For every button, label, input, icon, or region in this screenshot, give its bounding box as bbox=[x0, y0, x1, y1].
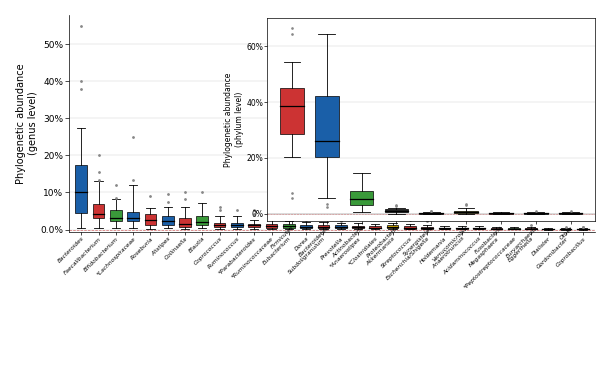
Bar bbox=[266, 224, 278, 228]
Bar bbox=[421, 227, 433, 229]
Bar bbox=[231, 223, 243, 227]
Bar bbox=[524, 213, 548, 214]
Bar bbox=[162, 216, 174, 225]
Bar bbox=[179, 218, 191, 227]
Y-axis label: Phylogenetic abundance
(phylum level): Phylogenetic abundance (phylum level) bbox=[224, 72, 243, 167]
Bar bbox=[490, 228, 502, 229]
Bar bbox=[317, 225, 329, 228]
Bar bbox=[315, 96, 338, 157]
Bar bbox=[419, 213, 443, 214]
Bar bbox=[473, 228, 485, 229]
Bar bbox=[75, 165, 87, 213]
Bar bbox=[110, 210, 121, 222]
Bar bbox=[280, 88, 304, 134]
Bar bbox=[559, 213, 582, 214]
Bar bbox=[404, 226, 416, 229]
Bar bbox=[214, 223, 225, 227]
Bar bbox=[385, 210, 408, 212]
Bar bbox=[127, 212, 139, 222]
Bar bbox=[248, 224, 260, 227]
Y-axis label: Phylogenetic abundance
(genus level): Phylogenetic abundance (genus level) bbox=[16, 63, 38, 184]
Bar bbox=[283, 224, 294, 228]
Bar bbox=[525, 228, 537, 229]
Bar bbox=[93, 204, 105, 218]
Bar bbox=[456, 228, 468, 229]
Bar bbox=[335, 226, 347, 228]
Bar bbox=[350, 191, 373, 205]
Bar bbox=[300, 225, 312, 228]
Bar bbox=[577, 229, 589, 230]
Bar bbox=[439, 228, 450, 229]
Bar bbox=[508, 228, 520, 229]
Bar bbox=[197, 216, 208, 226]
Bar bbox=[386, 226, 398, 228]
Bar bbox=[489, 213, 513, 214]
Bar bbox=[370, 226, 381, 228]
Bar bbox=[144, 214, 156, 225]
Bar bbox=[454, 211, 478, 213]
Bar bbox=[352, 226, 364, 228]
